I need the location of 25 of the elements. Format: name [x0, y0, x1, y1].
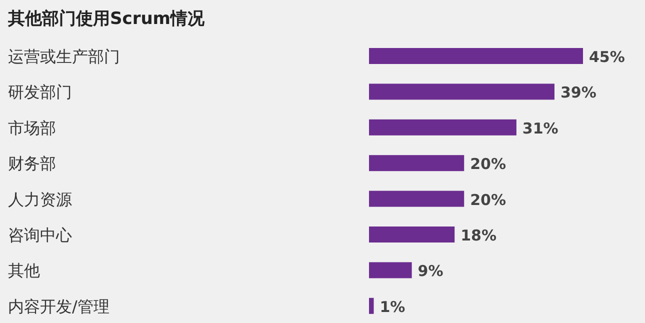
y-tick-label: 人力资源	[8, 190, 72, 209]
data-label: 20%	[470, 155, 506, 174]
bar	[369, 226, 455, 242]
data-label: 39%	[560, 84, 596, 102]
y-tick-label: 其他	[8, 261, 40, 280]
y-tick-label: 研发部门	[8, 82, 72, 102]
bar	[369, 262, 412, 278]
data-label: 45%	[589, 48, 625, 66]
data-label: 18%	[460, 226, 497, 244]
y-tick-label: 财务部	[8, 154, 56, 174]
bar	[369, 190, 464, 207]
data-label: 31%	[522, 119, 558, 138]
y-tick-label: 运营或生产部门	[8, 47, 120, 66]
y-tick-label: 咨询中心	[8, 226, 72, 244]
text: 其他部门使用Scrum情况	[7, 9, 206, 29]
data-label: 1%	[380, 298, 406, 316]
bar	[369, 119, 516, 136]
data-label: 9%	[418, 262, 444, 280]
bar	[369, 84, 554, 100]
y-tick-label: 市场部	[8, 118, 56, 138]
bar	[369, 298, 374, 314]
data-label: 20%	[470, 190, 506, 209]
bar	[369, 48, 583, 64]
y-tick-label: 内容开发/管理	[8, 296, 110, 316]
bar	[369, 155, 464, 172]
